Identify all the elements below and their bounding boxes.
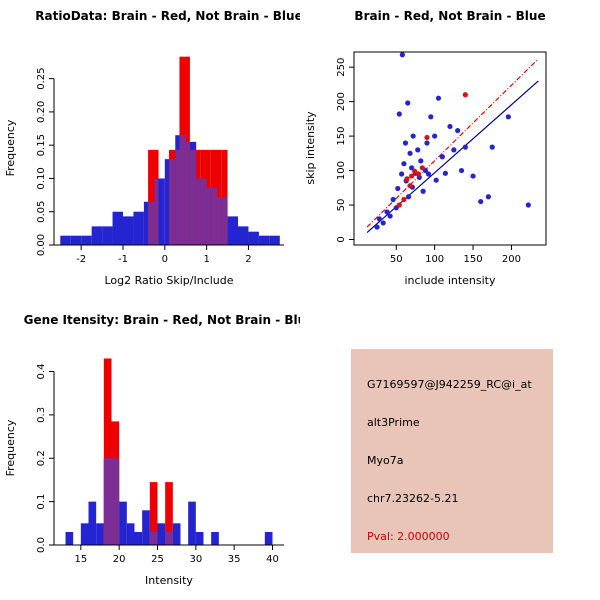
ratio-histogram-title: RatioData: Brain - Red, Not Brain - Blue xyxy=(35,9,300,23)
svg-text:2: 2 xyxy=(245,254,251,265)
chromosome-location-line: chr7.23262-5.21 xyxy=(367,491,459,505)
intensity-scatter-panel: Brain - Red, Not Brain - Blue skip inten… xyxy=(300,0,600,300)
svg-text:0.10: 0.10 xyxy=(36,167,47,189)
svg-text:0.0: 0.0 xyxy=(36,537,47,553)
probe-id-line: G7169597@J942259_RC@i_at xyxy=(367,377,532,391)
svg-text:200: 200 xyxy=(336,92,347,111)
ratio-histogram-panel: RatioData: Brain - Red, Not Brain - Blue… xyxy=(0,0,300,300)
intensity-scatter-plot: 50 100 150 200 0 50 100 150 200 250 xyxy=(336,51,547,265)
svg-text:50: 50 xyxy=(390,254,403,265)
ratio-histogram-chart: RatioData: Brain - Red, Not Brain - Blue… xyxy=(4,9,300,287)
gene-intensity-histogram-xlabel: Intensity xyxy=(145,574,193,587)
svg-text:40: 40 xyxy=(266,554,279,565)
intensity-scatter-ylabel: skip intensity xyxy=(304,111,317,185)
gene-intensity-histogram-panel: Gene Itensity: Brain - Red, Not Brain - … xyxy=(0,300,300,600)
splice-type-line: alt3Prime xyxy=(367,415,420,429)
svg-text:30: 30 xyxy=(189,554,202,565)
svg-text:150: 150 xyxy=(463,254,482,265)
svg-text:0.3: 0.3 xyxy=(36,407,47,423)
gene-intensity-histogram-plot: 15 20 25 30 35 40 0.0 0.1 0.2 0.3 0.4 xyxy=(36,358,284,565)
gene-intensity-histogram-chart: Gene Itensity: Brain - Red, Not Brain - … xyxy=(4,313,300,587)
pval-line: Pval: 2.000000 xyxy=(367,529,450,543)
intensity-scatter-title: Brain - Red, Not Brain - Blue xyxy=(354,9,545,23)
ratio-histogram-plot: -2 -1 0 1 2 0.00 0.05 0.10 0.15 0.20 0.25 xyxy=(36,56,284,265)
svg-text:-1: -1 xyxy=(118,254,128,265)
ratio-histogram-xlabel: Log2 Ratio Skip/Include xyxy=(104,274,233,287)
svg-text:0.25: 0.25 xyxy=(36,67,47,89)
svg-text:20: 20 xyxy=(113,554,126,565)
gene-info-box: G7169597@J942259_RC@i_at alt3Prime Myo7a… xyxy=(351,349,553,553)
gene-intensity-histogram-ylabel: Frequency xyxy=(4,419,17,476)
svg-text:0: 0 xyxy=(162,254,168,265)
svg-text:150: 150 xyxy=(336,127,347,146)
gene-name-line: Myo7a xyxy=(367,453,404,467)
svg-text:0.4: 0.4 xyxy=(36,364,47,380)
svg-text:0.2: 0.2 xyxy=(36,450,47,466)
svg-text:0: 0 xyxy=(336,236,347,242)
svg-text:1: 1 xyxy=(203,254,209,265)
gene-info-panel: G7169597@J942259_RC@i_at alt3Prime Myo7a… xyxy=(300,300,600,600)
intensity-scatter-chart: Brain - Red, Not Brain - Blue skip inten… xyxy=(304,9,547,287)
svg-text:-2: -2 xyxy=(76,254,86,265)
svg-text:0.15: 0.15 xyxy=(36,134,47,156)
svg-text:100: 100 xyxy=(425,254,444,265)
svg-text:35: 35 xyxy=(228,554,241,565)
intensity-scatter-xlabel: include intensity xyxy=(404,274,496,287)
svg-text:0.00: 0.00 xyxy=(36,234,47,256)
svg-text:50: 50 xyxy=(336,199,347,212)
svg-text:0.20: 0.20 xyxy=(36,101,47,123)
gene-intensity-histogram-title: Gene Itensity: Brain - Red, Not Brain - … xyxy=(24,313,300,327)
svg-text:0.05: 0.05 xyxy=(36,201,47,223)
svg-text:250: 250 xyxy=(336,58,347,77)
ratio-histogram-ylabel: Frequency xyxy=(4,119,17,176)
svg-text:15: 15 xyxy=(74,554,87,565)
svg-text:100: 100 xyxy=(336,161,347,180)
svg-text:200: 200 xyxy=(502,254,521,265)
svg-text:0.1: 0.1 xyxy=(36,494,47,510)
svg-text:25: 25 xyxy=(151,554,164,565)
